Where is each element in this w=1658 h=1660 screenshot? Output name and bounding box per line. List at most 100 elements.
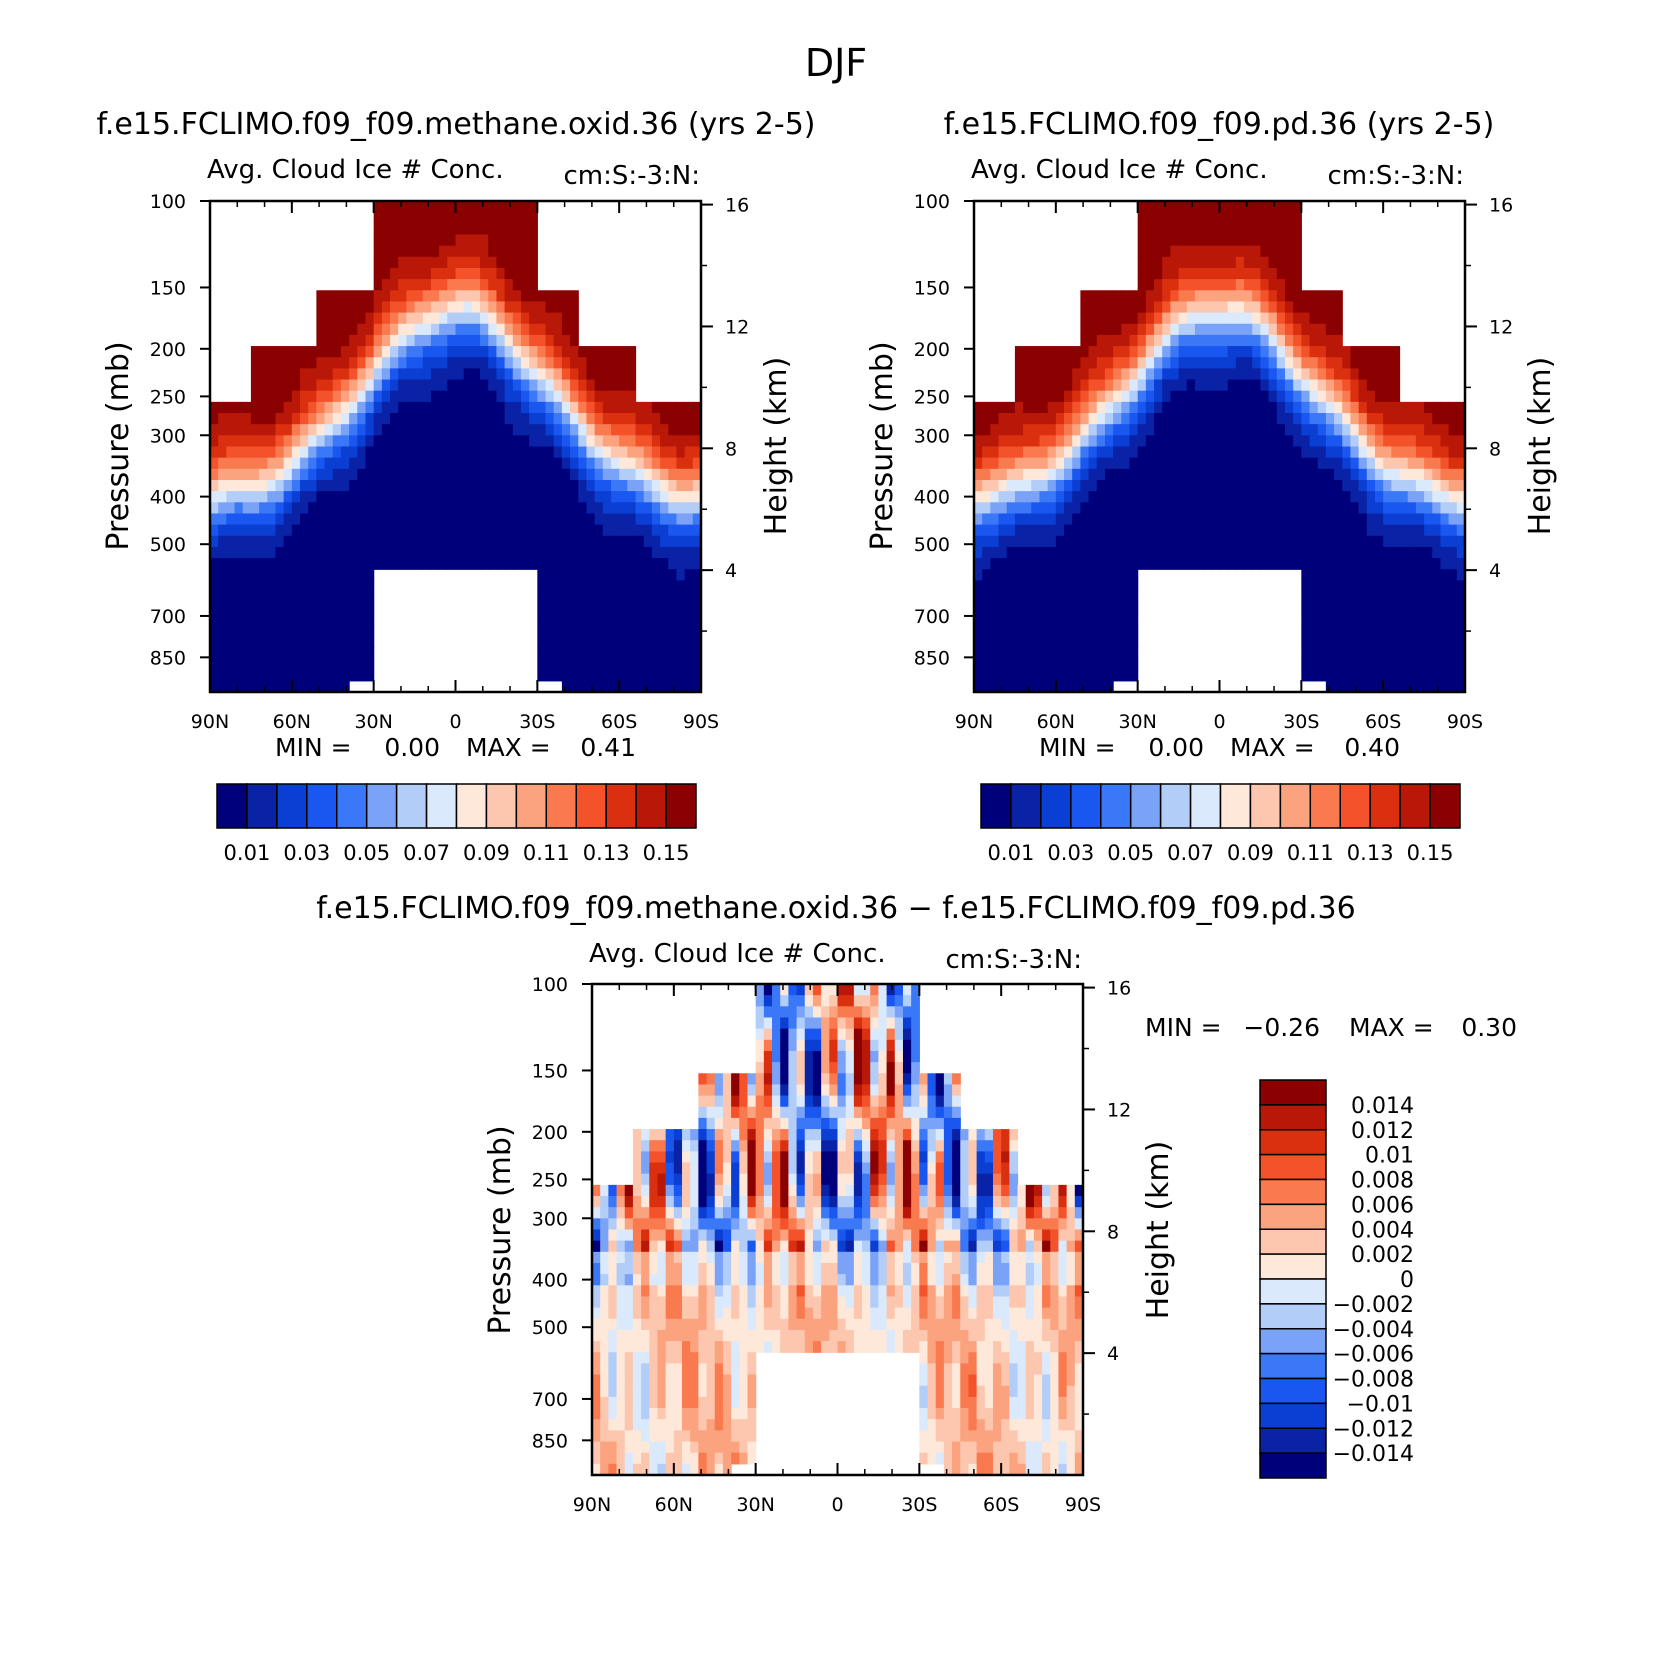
field-cell bbox=[1006, 535, 1016, 548]
field-cell bbox=[886, 984, 896, 996]
field-cell bbox=[870, 1218, 880, 1231]
field-cell bbox=[455, 390, 465, 403]
field-cell bbox=[406, 446, 416, 459]
field-cell bbox=[586, 390, 596, 403]
field-cell bbox=[668, 591, 678, 604]
field-cell bbox=[660, 435, 669, 448]
field-cell bbox=[1080, 468, 1090, 481]
field-cell bbox=[755, 1218, 765, 1231]
field-cell bbox=[324, 658, 334, 671]
field-cell bbox=[1047, 580, 1057, 593]
field-cell bbox=[837, 1006, 847, 1019]
field-cell bbox=[471, 301, 481, 314]
field-cell bbox=[570, 457, 579, 470]
colorbar-box bbox=[515, 783, 548, 829]
field-cell bbox=[755, 1207, 765, 1219]
field-cell bbox=[1325, 435, 1335, 448]
field-cell bbox=[812, 1151, 822, 1164]
field-cell bbox=[1284, 256, 1294, 269]
field-cell bbox=[990, 401, 1000, 414]
field-cell bbox=[422, 535, 432, 548]
field-cell bbox=[602, 401, 612, 414]
field-cell bbox=[1244, 346, 1253, 358]
field-cell bbox=[1039, 390, 1049, 403]
field-cell bbox=[422, 479, 432, 492]
field-cell bbox=[682, 1151, 691, 1164]
field-cell bbox=[1334, 602, 1343, 615]
field-cell bbox=[755, 1106, 765, 1119]
field-cell bbox=[1080, 390, 1090, 403]
field-cell bbox=[1055, 457, 1065, 470]
field-cell bbox=[1080, 379, 1090, 392]
panel-1-regions bbox=[210, 201, 701, 692]
field-cell bbox=[692, 524, 701, 537]
field-cell bbox=[894, 1039, 904, 1052]
field-cell bbox=[1432, 658, 1442, 671]
field-cell bbox=[594, 491, 604, 503]
field-cell bbox=[1219, 457, 1229, 470]
field-cell bbox=[911, 1229, 920, 1242]
field-cell bbox=[1268, 245, 1278, 258]
field-cell bbox=[1334, 569, 1343, 582]
field-cell bbox=[886, 1162, 896, 1175]
field-cell bbox=[1072, 390, 1081, 403]
field-cell bbox=[1186, 468, 1196, 481]
field-cell bbox=[373, 234, 383, 247]
field-cell bbox=[1268, 513, 1278, 526]
field-cell bbox=[1154, 513, 1163, 526]
field-cell bbox=[1129, 334, 1139, 347]
field-cell bbox=[1162, 290, 1171, 303]
field-cell bbox=[610, 546, 620, 559]
field-cell bbox=[1145, 401, 1155, 414]
field-cell bbox=[1309, 546, 1319, 559]
field-cell bbox=[553, 491, 563, 503]
colorbar-box bbox=[1429, 783, 1461, 829]
field-cell bbox=[1170, 267, 1180, 280]
field-cell bbox=[414, 502, 424, 515]
field-cell bbox=[390, 323, 399, 336]
field-cell bbox=[1235, 546, 1245, 559]
field-cell bbox=[1186, 502, 1196, 515]
field-cell bbox=[1121, 468, 1131, 481]
field-cell bbox=[439, 513, 448, 526]
field-cell bbox=[1317, 591, 1327, 604]
field-cell bbox=[1113, 636, 1122, 648]
field-cell bbox=[1170, 234, 1180, 247]
field-cell bbox=[755, 1073, 765, 1086]
field-cell bbox=[927, 1117, 937, 1130]
field-cell bbox=[772, 1140, 781, 1152]
field-cell bbox=[1072, 346, 1081, 358]
field-cell bbox=[1064, 435, 1073, 448]
field-cell bbox=[1129, 468, 1139, 481]
field-cell bbox=[1374, 647, 1384, 660]
field-cell bbox=[218, 479, 227, 492]
field-cell bbox=[1072, 401, 1081, 414]
field-cell bbox=[772, 984, 781, 996]
field-cell bbox=[545, 647, 555, 660]
field-cell bbox=[990, 591, 1000, 604]
field-cell bbox=[755, 1084, 765, 1097]
field-cell bbox=[592, 1184, 601, 1197]
field-cell bbox=[755, 1229, 765, 1242]
field-cell bbox=[1440, 591, 1450, 604]
field-cell bbox=[365, 312, 375, 325]
field-cell bbox=[952, 1207, 961, 1219]
field-cell bbox=[300, 357, 309, 369]
field-cell bbox=[763, 1062, 773, 1074]
field-cell bbox=[1039, 435, 1049, 448]
field-cell bbox=[1342, 457, 1352, 470]
colorbar-box bbox=[1159, 783, 1192, 829]
field-cell bbox=[1424, 546, 1433, 559]
field-cell bbox=[210, 636, 219, 648]
field-cell bbox=[747, 1184, 757, 1197]
colorbar-box bbox=[665, 783, 697, 829]
field-cell bbox=[586, 524, 596, 537]
field-cell bbox=[1383, 468, 1392, 481]
field-cell bbox=[1366, 569, 1376, 582]
field-cell bbox=[1260, 546, 1270, 559]
field-cell bbox=[676, 625, 686, 637]
field-cell bbox=[1448, 546, 1458, 559]
field-cell bbox=[1096, 368, 1106, 381]
field-cell bbox=[512, 558, 522, 570]
field-cell bbox=[1009, 1162, 1019, 1175]
